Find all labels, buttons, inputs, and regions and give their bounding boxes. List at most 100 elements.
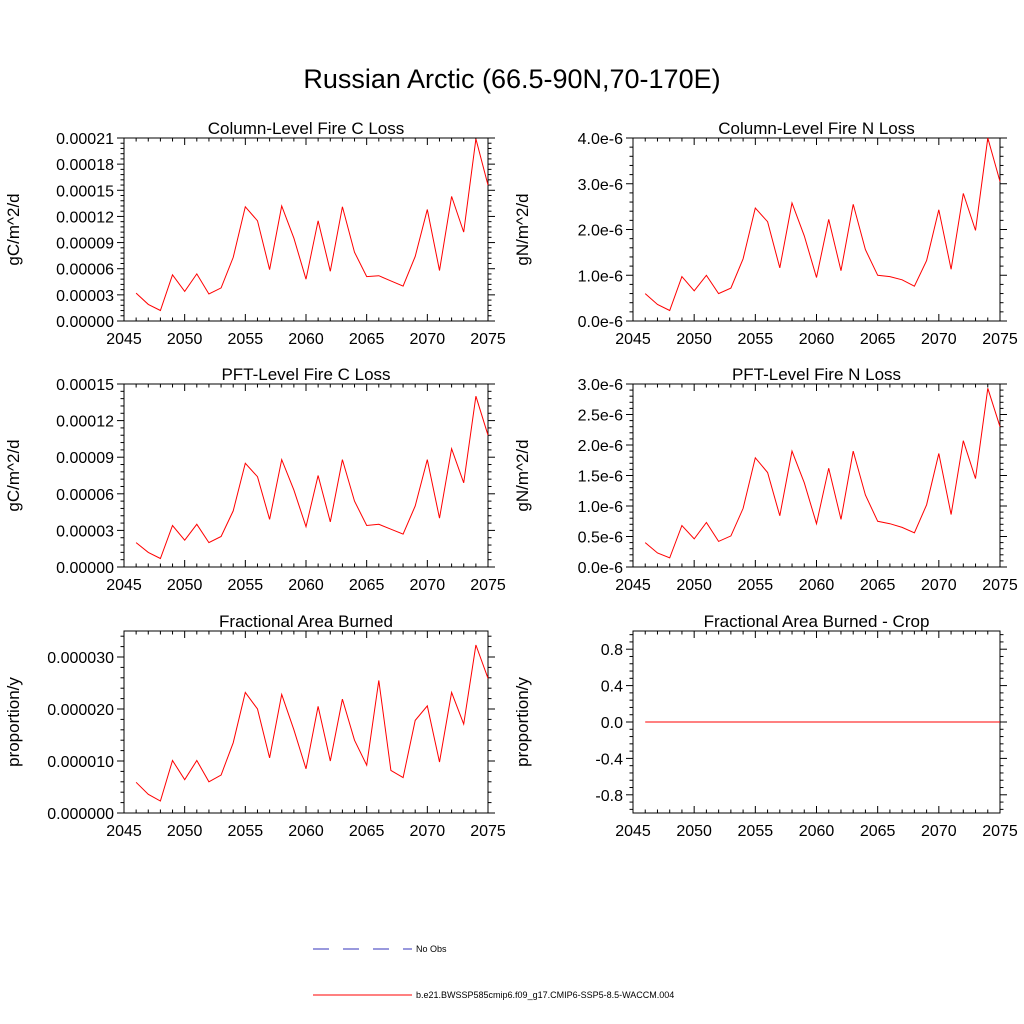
y-tick-label: 0.4 xyxy=(601,679,623,696)
plot-frame xyxy=(123,383,489,568)
y-tick-label: 0.00009 xyxy=(56,236,114,253)
y-tick-label: 0.00015 xyxy=(56,183,114,200)
legend-obs-label: No Obs xyxy=(416,944,447,954)
x-tick-label: 2060 xyxy=(799,331,835,348)
x-tick-label: 2045 xyxy=(615,823,651,840)
chart-panels: Column-Level Fire C Loss gC/m^2/d 2045 2050… xyxy=(4,119,1018,840)
x-tick-label: 2050 xyxy=(167,823,203,840)
series-line xyxy=(135,644,489,802)
panel-title: Fractional Area Burned xyxy=(219,612,393,631)
y-tick-label: 2.0e-6 xyxy=(578,223,623,240)
y-tick-label: 0.00000 xyxy=(56,314,114,331)
x-tick-label: 2075 xyxy=(982,823,1018,840)
x-tick-label: 2055 xyxy=(738,331,774,348)
y-tick-label: 2.5e-6 xyxy=(578,408,623,425)
y-tick-label: 0.0e-6 xyxy=(578,560,623,577)
series-line xyxy=(644,388,1001,559)
figure-title: Russian Arctic (66.5-90N,70-170E) xyxy=(303,64,721,94)
x-tick-label: 2075 xyxy=(470,331,506,348)
x-tick-label: 2045 xyxy=(615,577,651,594)
series-line xyxy=(135,396,489,560)
y-tick-label: 0.00003 xyxy=(56,523,114,540)
y-tick-label: -0.8 xyxy=(595,788,623,805)
panel-title: PFT-Level Fire C Loss xyxy=(221,365,390,384)
plot-frame xyxy=(632,383,1001,568)
y-tick-label: 1.5e-6 xyxy=(578,469,623,486)
y-tick-label: 0.00012 xyxy=(56,414,114,431)
x-tick-label: 2050 xyxy=(676,577,712,594)
x-tick-label: 2050 xyxy=(676,331,712,348)
y-tick-label: 0.000010 xyxy=(47,754,114,771)
x-tick-label: 2070 xyxy=(410,331,446,348)
x-tick-label: 2055 xyxy=(228,577,264,594)
plot-frame xyxy=(123,630,489,814)
legend xyxy=(313,948,412,996)
x-tick-label: 2050 xyxy=(676,823,712,840)
y-tick-label: 0.8 xyxy=(601,642,623,659)
x-tick-label: 2070 xyxy=(921,577,957,594)
panel-title: PFT-Level Fire N Loss xyxy=(732,365,901,384)
plot-frame xyxy=(632,137,1001,322)
y-tick-label: 0.00006 xyxy=(56,262,114,279)
y-tick-label: 0.00021 xyxy=(56,131,114,148)
y-axis-label: proportion/y xyxy=(513,677,532,767)
x-tick-label: 2045 xyxy=(106,577,142,594)
x-tick-label: 2065 xyxy=(349,331,385,348)
y-tick-label: 0.00012 xyxy=(56,209,114,226)
y-axis-label: gC/m^2/d xyxy=(4,193,23,265)
x-tick-label: 2065 xyxy=(860,823,896,840)
y-axis-label: gN/m^2/d xyxy=(513,193,532,265)
x-tick-label: 2060 xyxy=(288,823,324,840)
y-tick-label: 1.0e-6 xyxy=(578,268,623,285)
panel-title: Fractional Area Burned - Crop xyxy=(704,612,930,631)
y-tick-label: 0.00003 xyxy=(56,288,114,305)
x-tick-label: 2060 xyxy=(799,577,835,594)
x-tick-label: 2065 xyxy=(349,577,385,594)
y-axis-label: gC/m^2/d xyxy=(4,439,23,511)
x-tick-label: 2065 xyxy=(349,823,385,840)
y-tick-label: 3.0e-6 xyxy=(578,377,623,394)
chart-panel-5: Fractional Area Burned proportion/y 2045 20… xyxy=(4,612,506,840)
panel-title: Column-Level Fire N Loss xyxy=(718,119,915,138)
plot-frame xyxy=(123,137,489,322)
x-tick-label: 2050 xyxy=(167,331,203,348)
x-tick-label: 2075 xyxy=(982,577,1018,594)
x-tick-label: 2075 xyxy=(470,823,506,840)
x-tick-label: 2070 xyxy=(410,823,446,840)
y-tick-label: 0.000020 xyxy=(47,702,114,719)
x-tick-label: 2045 xyxy=(106,823,142,840)
y-tick-label: 0.00009 xyxy=(56,450,114,467)
series-line xyxy=(644,137,1001,312)
x-tick-label: 2060 xyxy=(288,331,324,348)
chart-panel-3: PFT-Level Fire C Loss gC/m^2/d 2045 2050 205… xyxy=(4,365,506,594)
chart-panel-4: PFT-Level Fire N Loss gN/m^2/d 2045 2050 205… xyxy=(513,365,1018,594)
x-tick-label: 2070 xyxy=(410,577,446,594)
chart-panel-2: Column-Level Fire N Loss gN/m^2/d 2045 2050… xyxy=(513,119,1018,348)
y-tick-label: 0.000030 xyxy=(47,650,114,667)
x-tick-label: 2045 xyxy=(615,331,651,348)
chart-panel-6: Fractional Area Burned - Crop proportion/… xyxy=(513,612,1018,840)
y-axis-label: proportion/y xyxy=(4,677,23,767)
panel-title: Column-Level Fire C Loss xyxy=(208,119,405,138)
y-tick-label: 0.00006 xyxy=(56,487,114,504)
x-tick-label: 2065 xyxy=(860,331,896,348)
chart-panel-1: Column-Level Fire C Loss gC/m^2/d 2045 2050… xyxy=(4,119,506,348)
y-tick-label: 4.0e-6 xyxy=(578,131,623,148)
y-tick-label: 0.5e-6 xyxy=(578,530,623,547)
x-tick-label: 2075 xyxy=(982,331,1018,348)
y-tick-label: 0.00015 xyxy=(56,377,114,394)
y-tick-label: 1.0e-6 xyxy=(578,499,623,516)
y-tick-label: 0.0e-6 xyxy=(578,314,623,331)
y-tick-label: 2.0e-6 xyxy=(578,438,623,455)
y-tick-label: 0.0 xyxy=(601,715,623,732)
x-tick-label: 2065 xyxy=(860,577,896,594)
y-tick-label: 3.0e-6 xyxy=(578,177,623,194)
y-tick-label: 0.000000 xyxy=(47,806,114,823)
series-line xyxy=(135,138,489,312)
y-tick-label: 0.00000 xyxy=(56,560,114,577)
y-axis-label: gN/m^2/d xyxy=(513,439,532,511)
x-tick-label: 2045 xyxy=(106,331,142,348)
x-tick-label: 2055 xyxy=(738,823,774,840)
x-tick-label: 2060 xyxy=(288,577,324,594)
